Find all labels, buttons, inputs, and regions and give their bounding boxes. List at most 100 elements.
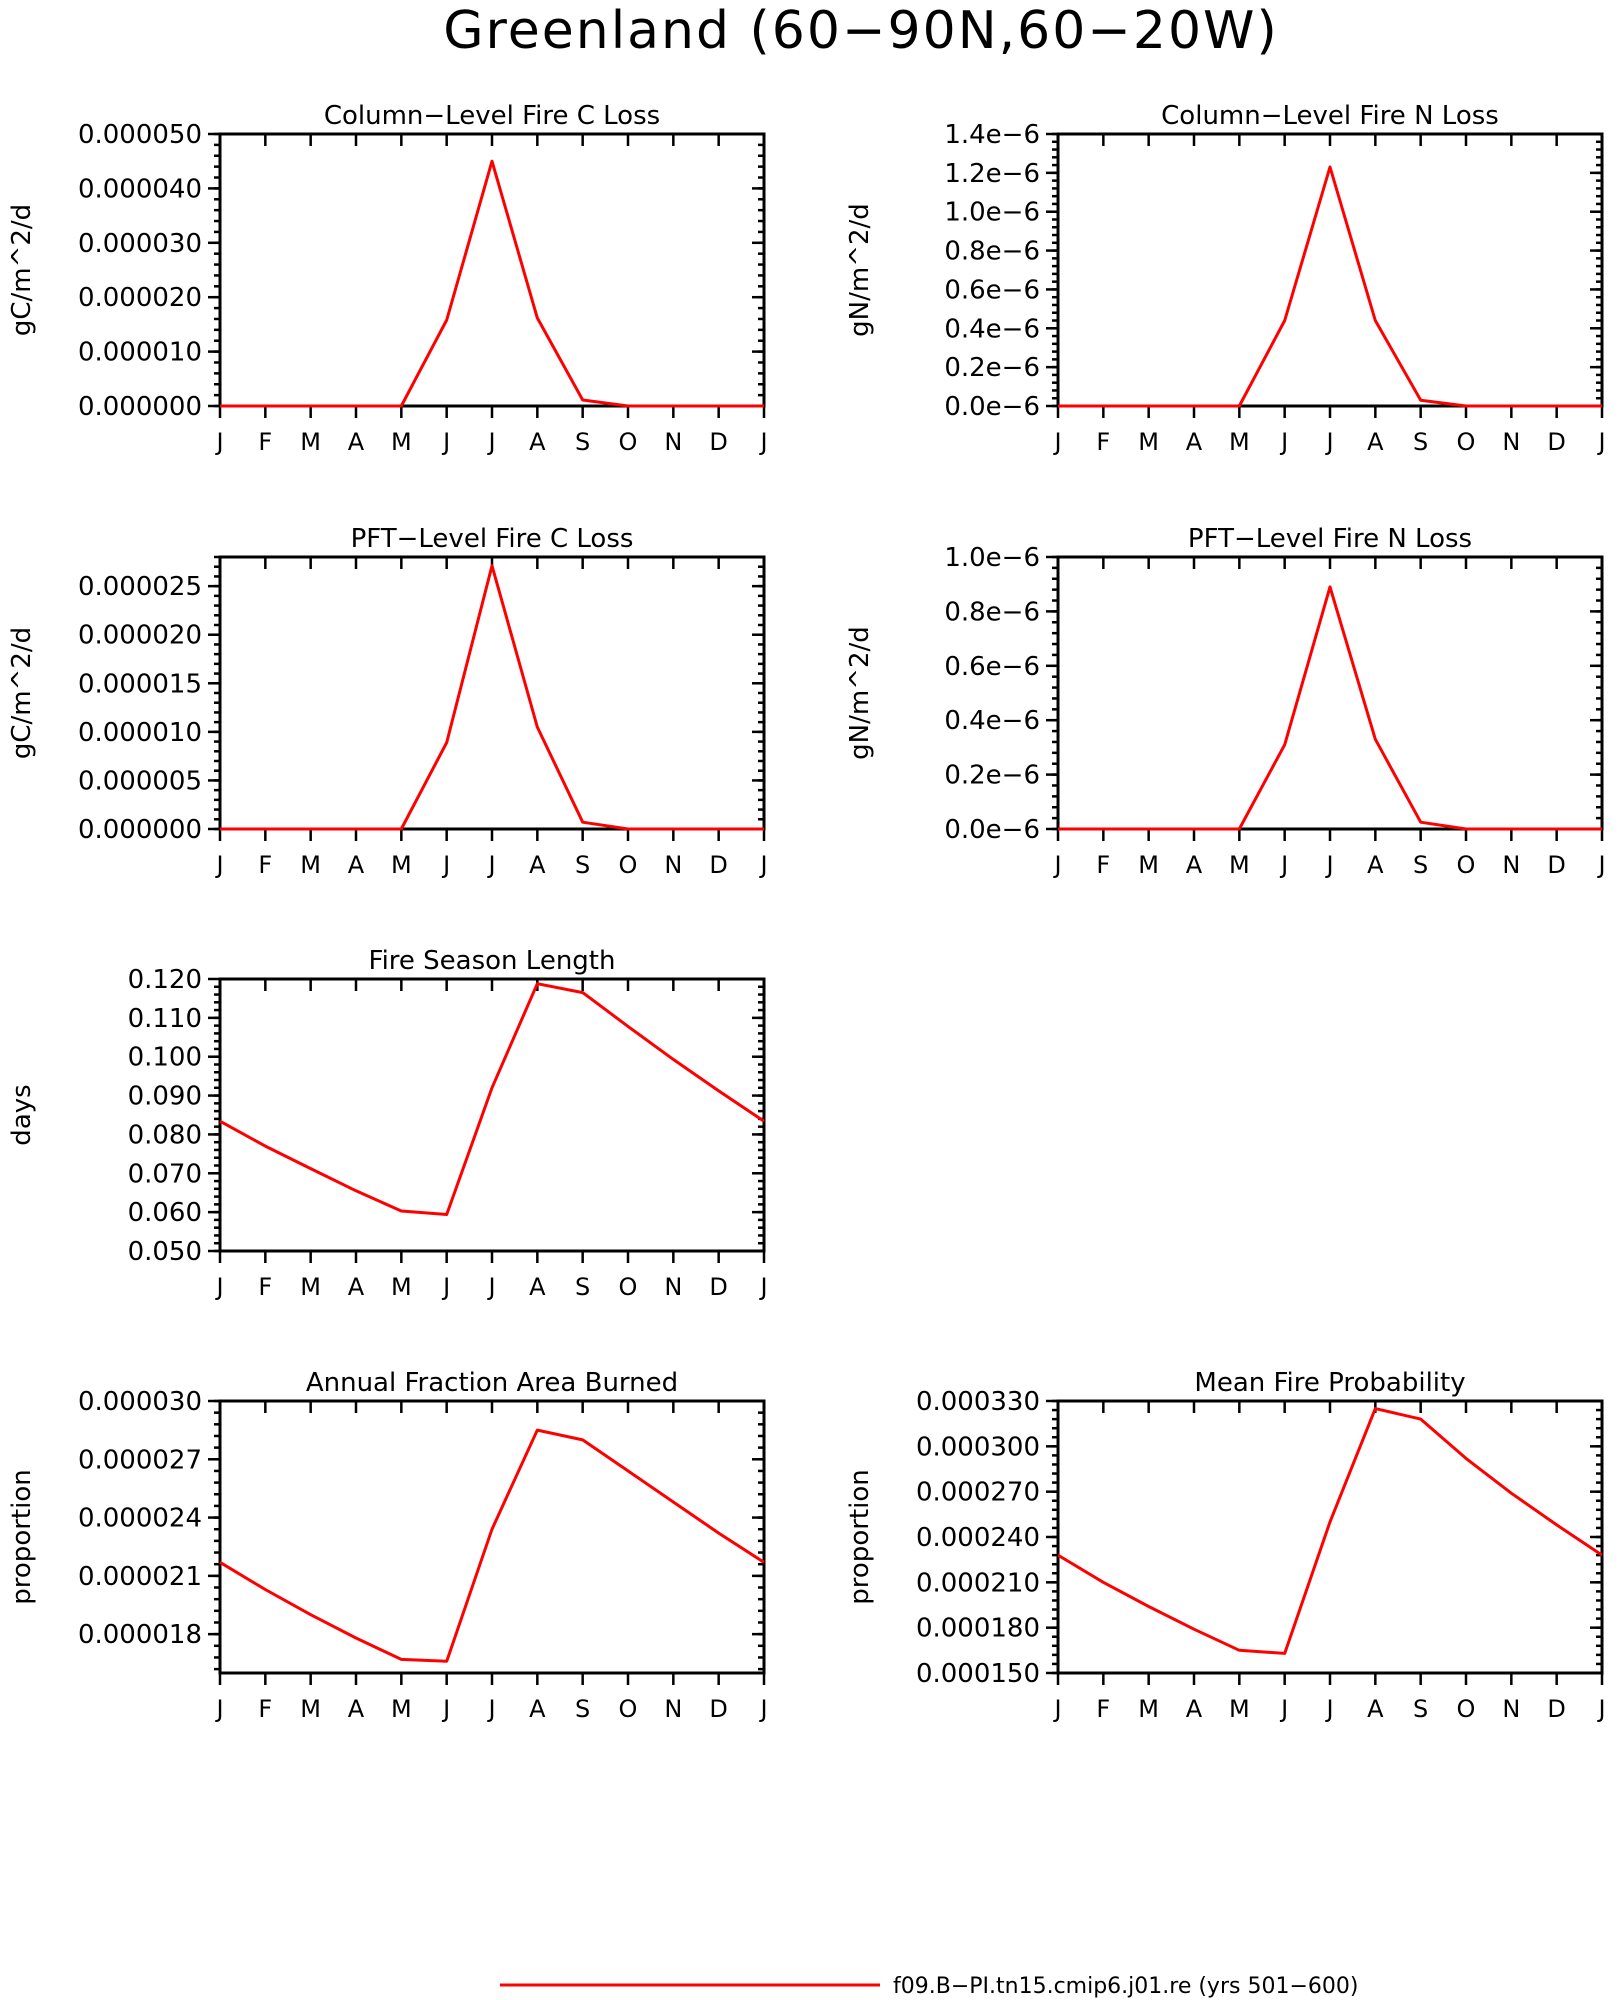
x-tick-label: N (1502, 428, 1520, 456)
x-tick-label: A (529, 428, 546, 456)
x-tick-label: A (1186, 851, 1203, 879)
series-line (1057, 1407, 1603, 1655)
x-tick-label: J (441, 1695, 450, 1723)
y-tick-label: 0.000025 (78, 572, 202, 602)
y-tick-label: 0.000180 (916, 1614, 1040, 1644)
x-tick-label: J (1052, 1695, 1061, 1723)
x-tick-label: D (1547, 1695, 1565, 1723)
x-tick-label: M (1138, 1695, 1159, 1723)
chart-panel-1: Column−Level Fire C Loss 0.000000 0.000010… (7, 101, 768, 456)
panel-title: Fire Season Length (369, 946, 616, 976)
x-tick-label: M (1138, 851, 1159, 879)
y-tick-label: 0.000010 (78, 338, 202, 368)
chart-panel-7: Mean Fire Probability 0.000150 0.000180 0.0… (845, 1368, 1606, 1723)
y-tick-label: 1.4e−6 (944, 120, 1040, 150)
x-tick-label: J (486, 851, 495, 879)
page-title: Greenland (60−90N,60−20W) (443, 1, 1279, 61)
y-tick-label: 0.000000 (78, 815, 202, 845)
x-tick-label: J (1596, 851, 1605, 879)
x-tick-label: A (1186, 1695, 1203, 1723)
x-tick-label: J (1279, 1695, 1288, 1723)
x-tick-label: O (619, 1273, 638, 1301)
x-tick-label: J (441, 851, 450, 879)
x-tick-label: F (258, 1273, 272, 1301)
x-tick-label: J (214, 851, 223, 879)
y-tick-label: 0.6e−6 (944, 275, 1040, 305)
y-tick-label: 0.2e−6 (944, 761, 1040, 791)
x-tick-label: D (709, 1695, 727, 1723)
x-tick-label: J (1052, 428, 1061, 456)
series-line (219, 982, 765, 1216)
plot-frame (1056, 1399, 1604, 1675)
x-tick-label: S (575, 1273, 590, 1301)
y-tick-label: 0.000000 (78, 392, 202, 422)
chart-panel-6: Annual Fraction Area Burned 0.000018 0.000… (7, 1368, 768, 1723)
panel-title: PFT−Level Fire N Loss (1188, 524, 1472, 554)
x-tick-label: M (1229, 1695, 1250, 1723)
y-tick-label: 0.8e−6 (944, 597, 1040, 627)
y-tick-label: 0.060 (128, 1198, 202, 1228)
y-tick-label: 0.0e−6 (944, 392, 1040, 422)
y-axis-label: gN/m^2/d (845, 626, 875, 760)
y-tick-label: 0.000020 (78, 283, 202, 313)
y-tick-label: 0.2e−6 (944, 353, 1040, 383)
x-tick-label: M (391, 1273, 412, 1301)
x-tick-label: S (575, 428, 590, 456)
chart-panel-2: Column−Level Fire N Loss 0.0e−6 0.2e−6 0.4e… (845, 101, 1606, 456)
x-tick-label: J (486, 1273, 495, 1301)
x-tick-label: M (1229, 428, 1250, 456)
y-tick-label: 0.100 (128, 1043, 202, 1073)
y-tick-label: 1.0e−6 (944, 543, 1040, 573)
x-tick-label: D (1547, 428, 1565, 456)
x-tick-label: J (1279, 428, 1288, 456)
y-axis-label: gN/m^2/d (845, 203, 875, 337)
x-tick-label: J (1324, 851, 1333, 879)
x-tick-label: M (300, 1695, 321, 1723)
x-tick-label: A (529, 851, 546, 879)
y-tick-label: 0.000020 (78, 621, 202, 651)
x-tick-label: S (575, 851, 590, 879)
x-tick-label: N (1502, 1695, 1520, 1723)
x-tick-label: D (709, 851, 727, 879)
x-tick-label: O (1457, 851, 1476, 879)
x-tick-label: J (758, 851, 767, 879)
plot-frame (218, 977, 766, 1253)
x-tick-label: M (300, 851, 321, 879)
x-tick-label: F (1096, 851, 1110, 879)
x-tick-label: S (1413, 1695, 1428, 1723)
y-tick-label: 0.000030 (78, 229, 202, 259)
x-tick-label: J (1324, 1695, 1333, 1723)
y-tick-label: 0.000150 (916, 1659, 1040, 1689)
x-tick-label: A (1367, 1695, 1384, 1723)
plot-frame (218, 555, 766, 831)
x-tick-label: A (348, 1695, 365, 1723)
x-tick-label: N (664, 1695, 682, 1723)
series-line (220, 564, 764, 831)
x-tick-label: J (758, 1273, 767, 1301)
y-tick-label: 1.0e−6 (944, 198, 1040, 228)
x-tick-label: A (348, 1273, 365, 1301)
y-tick-label: 0.080 (128, 1120, 202, 1150)
panel-title: Mean Fire Probability (1194, 1368, 1465, 1398)
x-tick-label: F (258, 1695, 272, 1723)
x-tick-label: O (1457, 428, 1476, 456)
x-tick-label: J (441, 1273, 450, 1301)
y-tick-label: 0.000240 (916, 1523, 1040, 1553)
y-tick-label: 0.000330 (916, 1387, 1040, 1417)
x-tick-label: O (619, 1695, 638, 1723)
y-axis-label: gC/m^2/d (7, 204, 37, 336)
y-tick-label: 0.000005 (78, 766, 202, 796)
y-tick-label: 0.000030 (78, 1387, 202, 1417)
x-tick-label: N (1502, 851, 1520, 879)
panel-title: Annual Fraction Area Burned (306, 1368, 678, 1398)
x-tick-label: J (1279, 851, 1288, 879)
x-tick-label: J (214, 428, 223, 456)
x-tick-label: M (1229, 851, 1250, 879)
plot-frame (1056, 555, 1604, 831)
y-tick-label: 0.050 (128, 1237, 202, 1267)
x-tick-label: D (709, 1273, 727, 1301)
x-tick-label: M (1138, 428, 1159, 456)
x-tick-label: J (1324, 428, 1333, 456)
panel-title: PFT−Level Fire C Loss (351, 524, 634, 554)
